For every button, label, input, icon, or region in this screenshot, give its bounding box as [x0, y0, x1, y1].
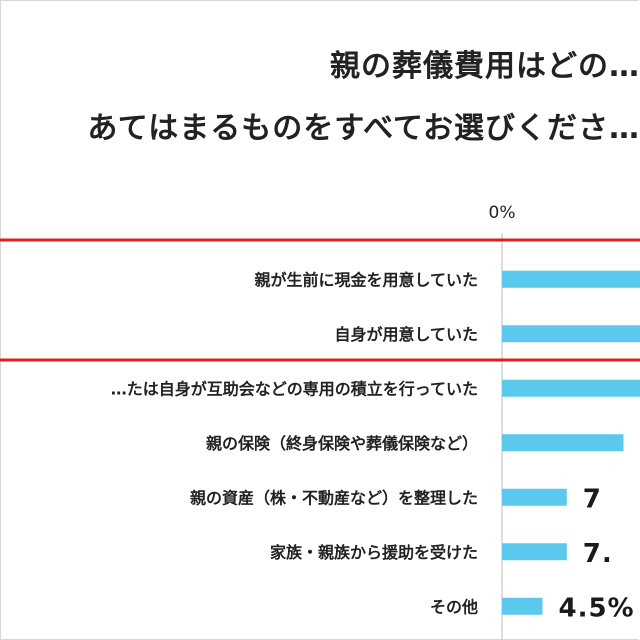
- bar: [502, 488, 567, 506]
- bar: [502, 543, 567, 561]
- category-label: 家族・親族から援助を受けた: [270, 543, 478, 562]
- x-tick-label: 0%: [489, 203, 516, 223]
- bar: [502, 434, 624, 452]
- category-label: 親の保険（終身保険や葬儀保険など）: [206, 434, 478, 453]
- category-label: その他: [430, 597, 478, 616]
- bar: [502, 379, 640, 397]
- highlight-box: [0, 238, 640, 362]
- chart-title-line-1: 親の葬儀費用はどの…: [330, 49, 640, 84]
- category-label: 自身が用意していた: [334, 325, 478, 344]
- category-label: 親が生前に現金を用意していた: [254, 270, 478, 289]
- bar: [502, 270, 640, 288]
- category-label: 親の資産（株・不動産など）を整理した: [190, 488, 478, 507]
- data-label: 4.5%: [559, 593, 635, 623]
- data-label: 7: [583, 484, 602, 514]
- bar: [502, 325, 640, 343]
- bar: [502, 597, 543, 615]
- chart-title-line-2: あてはまるものをすべてお選びくださ…: [87, 111, 640, 146]
- category-label: …たは自身が互助会などの専用の積立を行っていた: [111, 379, 478, 398]
- data-label: 7.: [583, 539, 613, 569]
